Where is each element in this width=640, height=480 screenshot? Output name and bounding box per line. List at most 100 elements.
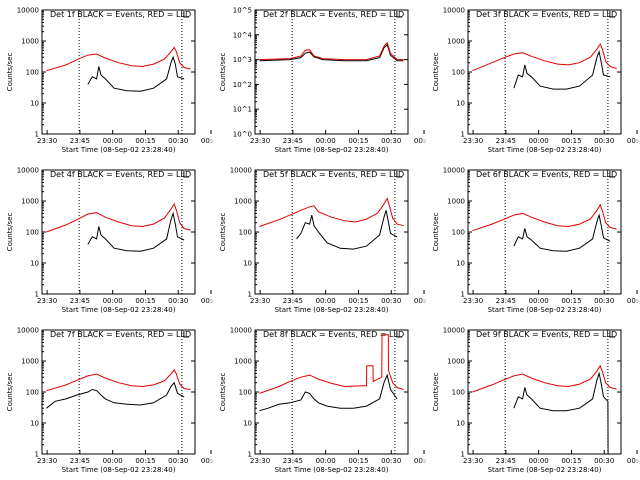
chart-title: Det 8f BLACK = Events, RED = LLD (263, 330, 404, 339)
x-tick-label: 00:45 (414, 137, 426, 145)
y-tick-label: 100 (26, 69, 39, 77)
y-tick-label: 10 (30, 420, 39, 428)
corner-bracket-icon (609, 11, 615, 18)
x-axis-label: Start Time (08-Sep-02 23:28:40) (275, 466, 389, 474)
x-tick-label: 00:45 (627, 297, 639, 305)
events-series-line (87, 211, 185, 252)
y-tick-label: 100 (239, 389, 252, 397)
x-tick-label: 00:00 (529, 137, 549, 145)
y-tick-label: 1 (461, 291, 465, 299)
x-tick-label: 00:30 (168, 457, 188, 465)
plot-frame (467, 9, 622, 135)
y-tick-label: 1000 (234, 358, 252, 366)
detector-chart-6: Det 6f BLACK = Events, RED = LLD 1 10 100 10… (432, 167, 639, 315)
x-tick-label: 23:30 (463, 457, 483, 465)
y-tick-label: 10 (456, 420, 465, 428)
x-tick-label: 23:30 (250, 137, 270, 145)
y-tick-label: 1000 (21, 38, 39, 46)
x-tick-label: 00:00 (316, 297, 336, 305)
x-tick-label: 00:15 (561, 137, 581, 145)
y-tick-label: 100 (452, 389, 465, 397)
x-tick-label: 00:30 (168, 137, 188, 145)
x-tick-label: 00:30 (594, 297, 614, 305)
y-axis-label: Counts/sec (6, 213, 14, 252)
lld-series-line (259, 197, 404, 227)
y-axis-label: Counts/sec (219, 373, 227, 412)
x-axis-label: Start Time (08-Sep-02 23:28:40) (62, 306, 176, 314)
x-tick-label: 00:30 (381, 137, 401, 145)
y-tick-label: 1 (461, 131, 465, 139)
y-tick-label: 10000 (230, 167, 252, 175)
x-tick-label: 23:45 (70, 457, 90, 465)
x-tick-label: 00:45 (414, 297, 426, 305)
chart-title: Det 2f BLACK = Events, RED = LLD (263, 10, 404, 19)
chart-title: Det 7f BLACK = Events, RED = LLD (50, 330, 191, 339)
events-series-line (513, 371, 611, 455)
events-series-line (46, 381, 185, 409)
x-tick-label: 23:45 (283, 457, 303, 465)
lld-series-line (472, 364, 617, 393)
x-tick-label: 00:30 (168, 297, 188, 305)
events-series-line (259, 43, 404, 62)
chart-title: Det 9f BLACK = Events, RED = LLD (476, 330, 617, 339)
x-tick-label: 00:15 (561, 297, 581, 305)
x-axis-label: Start Time (08-Sep-02 23:28:40) (275, 146, 389, 154)
plot-frame (41, 9, 196, 135)
y-tick-label: 1000 (21, 358, 39, 366)
y-tick-label: 10000 (443, 7, 465, 15)
x-tick-label: 00:45 (414, 457, 426, 465)
corner-bracket-icon (609, 171, 615, 178)
x-tick-label: 23:30 (463, 137, 483, 145)
y-tick-label: 100 (452, 229, 465, 237)
x-tick-label: 23:45 (496, 137, 516, 145)
detector-chart-8: Det 8f BLACK = Events, RED = LLD 1 10 100 10… (219, 327, 426, 475)
x-tick-label: 23:45 (496, 457, 516, 465)
plot-frame (467, 329, 622, 455)
detector-chart-5: Det 5f BLACK = Events, RED = LLD 1 10 100 10… (219, 167, 426, 315)
x-tick-label: 00:00 (316, 137, 336, 145)
y-tick-label: 10 (30, 260, 39, 268)
x-tick-label: 23:45 (496, 297, 516, 305)
corner-bracket-icon (609, 331, 615, 338)
x-tick-label: 00:00 (529, 457, 549, 465)
chart-title: Det 1f BLACK = Events, RED = LLD (50, 10, 191, 19)
lld-series-line (46, 46, 191, 72)
x-tick-label: 00:15 (135, 297, 155, 305)
y-tick-label: 10 (243, 260, 252, 268)
x-tick-label: 00:00 (529, 297, 549, 305)
lld-series-line (259, 41, 404, 61)
x-tick-label: 00:00 (103, 137, 123, 145)
x-tick-label: 23:30 (250, 457, 270, 465)
x-tick-label: 00:30 (381, 457, 401, 465)
x-tick-label: 00:45 (201, 457, 213, 465)
y-tick-label: 1000 (21, 198, 39, 206)
y-tick-label: 10 (243, 420, 252, 428)
x-tick-label: 00:45 (201, 137, 213, 145)
plot-frame (467, 169, 622, 295)
x-tick-label: 00:00 (103, 297, 123, 305)
y-tick-label: 10000 (443, 327, 465, 335)
y-tick-label: 1000 (447, 198, 465, 206)
chart-title: Det 6f BLACK = Events, RED = LLD (476, 170, 617, 179)
events-series-line (87, 55, 185, 92)
detector-chart-1: Det 1f BLACK = Events, RED = LLD 1 10 100 10… (6, 7, 213, 155)
x-tick-label: 00:15 (348, 137, 368, 145)
x-tick-label: 23:45 (283, 137, 303, 145)
x-tick-label: 00:45 (201, 297, 213, 305)
y-tick-label: 1 (35, 451, 39, 459)
y-tick-label: 10^4 (233, 31, 253, 39)
x-tick-label: 00:15 (348, 457, 368, 465)
detector-chart-7: Det 7f BLACK = Events, RED = LLD 1 10 100 10… (6, 327, 213, 475)
y-tick-label: 10^3 (233, 56, 252, 64)
y-tick-label: 10^2 (233, 81, 252, 89)
y-tick-label: 1000 (234, 198, 252, 206)
x-tick-label: 00:15 (348, 297, 368, 305)
y-axis-label: Counts/sec (432, 373, 440, 412)
x-axis-label: Start Time (08-Sep-02 23:28:40) (275, 306, 389, 314)
plot-frame (254, 9, 409, 135)
corner-bracket-icon (183, 11, 189, 18)
lld-series-line (46, 368, 191, 392)
x-tick-label: 00:00 (103, 457, 123, 465)
y-tick-label: 10000 (17, 327, 39, 335)
